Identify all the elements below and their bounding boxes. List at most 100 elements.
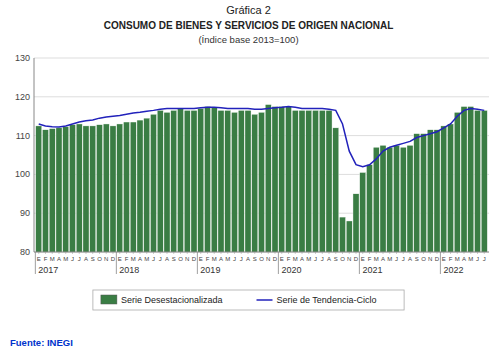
bar (238, 110, 244, 252)
bar (117, 124, 123, 252)
x-tick-label: S (91, 256, 95, 262)
x-tick (261, 252, 262, 254)
bar (171, 110, 177, 252)
bar (123, 122, 129, 252)
x-tick (369, 252, 370, 254)
bar (164, 112, 170, 252)
x-tick-label: M (387, 256, 392, 262)
bar (177, 108, 183, 252)
x-tick-label: M (455, 256, 460, 262)
bar (481, 110, 487, 252)
y-tick-label: 120 (15, 92, 30, 102)
x-tick-label: O (340, 256, 345, 262)
bar (69, 125, 75, 252)
bar (380, 145, 386, 252)
x-tick-label: O (178, 256, 183, 262)
legend-entry: Serie de Tendencia-Ciclo (277, 295, 377, 305)
x-tick (403, 252, 404, 254)
trend-line (39, 107, 485, 167)
x-tick-label: E (442, 256, 446, 262)
x-tick-label: D (354, 256, 359, 262)
x-tick-label: D (435, 256, 440, 262)
grid-line (34, 96, 489, 97)
bar (56, 128, 62, 252)
legend-swatch (257, 299, 273, 301)
x-tick-label: J (395, 256, 398, 262)
x-tick (207, 252, 208, 254)
x-tick (416, 252, 417, 254)
x-tick (160, 252, 161, 254)
grid-line (34, 58, 489, 59)
chart: Gráfica 2CONSUMO DE BIENES Y SERVICIOS D… (0, 0, 497, 358)
x-tick-label: E (280, 256, 284, 262)
x-tick (227, 252, 228, 254)
x-tick (220, 252, 221, 254)
x-tick (308, 252, 309, 254)
x-tick-label: M (63, 256, 68, 262)
bar (461, 107, 467, 253)
x-tick-label: E (361, 256, 365, 262)
year-boundary (197, 252, 198, 274)
bar (110, 126, 116, 252)
bar (441, 126, 447, 252)
x-tick (247, 252, 248, 254)
bar (103, 124, 109, 252)
y-tick-label: 130 (15, 53, 30, 63)
x-tick-label: A (327, 256, 331, 262)
x-tick (443, 252, 444, 254)
x-tick (193, 252, 194, 254)
x-tick-label: A (84, 256, 88, 262)
year-label: 2020 (281, 265, 301, 275)
x-tick (180, 252, 181, 254)
x-tick (464, 252, 465, 254)
x-tick-label: A (219, 256, 223, 262)
bar (326, 110, 332, 252)
x-tick (437, 252, 438, 254)
x-tick-label: M (306, 256, 311, 262)
x-tick-label: J (233, 256, 236, 262)
bar (218, 110, 224, 252)
x-tick-label: D (111, 256, 116, 262)
x-tick (126, 252, 127, 254)
x-tick-label: O (421, 256, 426, 262)
bar (42, 130, 48, 252)
x-tick-label: J (476, 256, 479, 262)
x-tick-label: M (212, 256, 217, 262)
x-tick-label: E (37, 256, 41, 262)
year-label: 2017 (38, 265, 58, 275)
year-boundary (440, 252, 441, 274)
x-tick-label: J (402, 256, 405, 262)
x-tick-label: D (273, 256, 278, 262)
year-label: 2019 (200, 265, 220, 275)
bar (90, 126, 96, 252)
x-tick-label: J (240, 256, 243, 262)
bar (36, 126, 42, 252)
year-label: 2022 (443, 265, 463, 275)
y-tick-label: 110 (16, 131, 30, 141)
x-tick (342, 252, 343, 254)
x-tick (133, 252, 134, 254)
x-tick-label: D (192, 256, 197, 262)
x-tick-label: A (462, 256, 466, 262)
x-tick (376, 252, 377, 254)
bar (434, 130, 440, 252)
bar (225, 110, 231, 252)
bar (49, 129, 55, 252)
x-tick (329, 252, 330, 254)
x-tick-label: J (314, 256, 317, 262)
bar (387, 147, 393, 252)
bar (306, 110, 312, 252)
x-tick-label: M (144, 256, 149, 262)
x-tick (112, 252, 113, 254)
x-tick-label: O (97, 256, 102, 262)
bar (292, 110, 298, 252)
y-axis-line (34, 58, 35, 252)
x-tick-label: A (381, 256, 385, 262)
x-tick-label: A (138, 256, 142, 262)
x-tick (214, 252, 215, 254)
x-tick-label: M (293, 256, 298, 262)
bar (157, 110, 163, 252)
x-tick (295, 252, 296, 254)
x-tick (254, 252, 255, 254)
bar (333, 128, 339, 252)
